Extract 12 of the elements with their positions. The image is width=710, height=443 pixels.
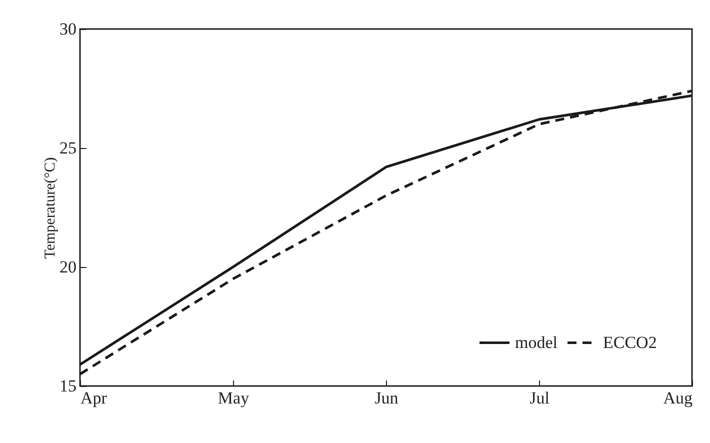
legend-label: model — [515, 332, 558, 352]
y-axis-title: Temperature(°C) — [42, 157, 58, 259]
y-tick-label: 15 — [60, 376, 76, 396]
x-tick-label: Jun — [374, 388, 399, 408]
x-tick-label: Aug — [663, 388, 693, 408]
y-tick-label: 20 — [60, 258, 76, 276]
x-tick-label: Jul — [530, 388, 550, 408]
x-tick-label: Apr — [80, 388, 108, 408]
y-tick-label: 30 — [60, 20, 76, 38]
x-tick-label: May — [218, 388, 250, 408]
legend-label: ECCO2 — [603, 332, 657, 352]
y-tick-label: 25 — [60, 138, 76, 158]
